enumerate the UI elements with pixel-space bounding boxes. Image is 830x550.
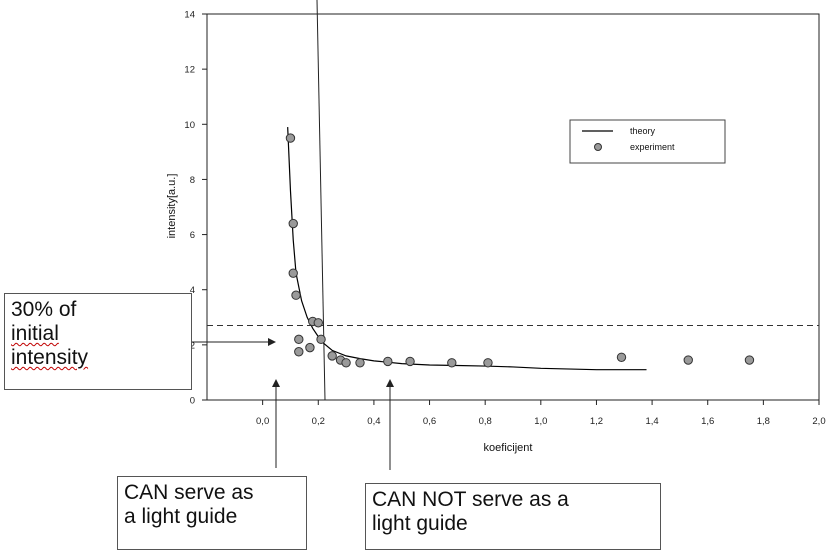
y-tick-label: 12 [184, 65, 195, 76]
x-tick-label: 1,8 [757, 416, 770, 427]
legend-experiment-swatch [594, 143, 602, 151]
x-tick-label: 0,2 [312, 416, 325, 427]
legend-experiment-label: experiment [630, 142, 675, 152]
experiment-point [294, 334, 304, 345]
legend-theory-label: theory [630, 126, 656, 136]
y-axis-title: intensity[a.u.] [166, 174, 178, 239]
y-tick-label: 2 [190, 340, 195, 351]
experiment-point [291, 290, 301, 300]
tick-marks [202, 13, 820, 405]
y-tick-label: 14 [184, 10, 195, 21]
threshold-callout-line-1: 30% of [11, 298, 77, 321]
experiment-point [383, 356, 393, 367]
experiment-point [744, 355, 755, 365]
experiment-point [341, 358, 351, 368]
theory-line [287, 127, 647, 371]
experiment-point [288, 218, 298, 229]
critical-vertical-line [316, 0, 326, 401]
threshold-callout-line-2: initial [11, 322, 59, 345]
experiment-point [405, 356, 415, 367]
x-tick-label: 0,0 [256, 416, 269, 427]
can-serve-callout-line-1: CAN serve as [124, 481, 254, 504]
x-tick-label: 1,6 [701, 416, 714, 427]
experiment-point [355, 358, 365, 368]
x-axis-title: koeficijent [484, 442, 533, 454]
experiment-point [447, 358, 457, 368]
threshold-callout-line-3: intensity [11, 346, 89, 369]
experiment-point [316, 334, 326, 345]
can-serve-callout: CAN serve as a light guide [117, 476, 307, 550]
can-serve-callout-line-2: a light guide [124, 505, 238, 528]
legend-box [569, 119, 726, 164]
experiment-point [616, 352, 627, 362]
cannot-serve-callout-line-2: light guide [372, 512, 468, 535]
y-tick-label: 8 [190, 175, 195, 186]
x-tick-labels: 0,0 0,2 0,4 0,6 0,8 1,0 1,2 1,4 1,6 1,8 2,0 [256, 416, 826, 427]
threshold-callout: 30% of initial intensity [4, 293, 192, 390]
y-tick-label: 0 [190, 396, 195, 407]
experiment-point [288, 268, 298, 278]
experiment-point [327, 351, 337, 361]
experiment-point [683, 355, 693, 365]
experiment-point [483, 358, 493, 368]
y-tick-labels: 0 2 4 6 8 10 12 14 [184, 10, 195, 407]
x-tick-label: 0,6 [423, 416, 436, 427]
experiment-point [313, 318, 323, 328]
y-tick-label: 4 [190, 285, 195, 296]
y-tick-label: 10 [184, 120, 195, 131]
cannot-serve-callout: CAN NOT serve as a light guide [365, 483, 661, 550]
experiment-point [305, 342, 315, 353]
x-tick-label: 0,4 [367, 416, 380, 427]
x-tick-label: 1,4 [645, 416, 658, 427]
series-layer [285, 127, 755, 371]
experiment-point [294, 347, 304, 357]
x-tick-label: 1,0 [534, 416, 547, 427]
plot-frame [206, 13, 820, 401]
cannot-serve-callout-line-1: CAN NOT serve as a [372, 488, 569, 511]
x-tick-label: 1,2 [590, 416, 603, 427]
y-tick-label: 6 [190, 230, 195, 241]
legend: theory experiment [569, 119, 726, 164]
experiment-point [285, 133, 296, 143]
x-tick-label: 2,0 [812, 416, 825, 427]
x-tick-label: 0,8 [479, 416, 492, 427]
